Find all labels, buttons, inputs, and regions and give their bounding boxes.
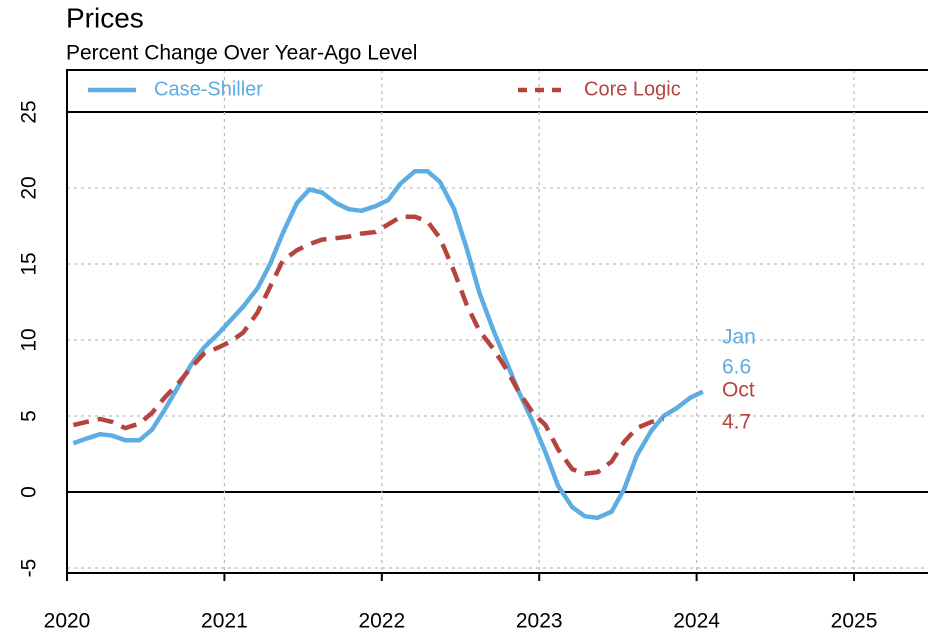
x-tick-label: 2021 [201,610,248,633]
y-tick-label: -5 [18,559,41,578]
chart-title: Prices [66,2,144,33]
y-tick-label: 15 [18,252,41,275]
chart-subtitle: Percent Change Over Year-Ago Level [66,42,417,65]
y-tick-label: 20 [18,176,41,199]
plot-frame [66,69,928,574]
x-tick-label: 2020 [44,610,91,633]
annotation: 6.6 [722,356,751,379]
series-line [72,214,665,476]
x-tick-label: 2022 [358,610,405,633]
x-tick-label: 2024 [673,610,720,633]
annotation: 4.7 [722,411,751,434]
annotation: Jan [722,326,756,349]
y-tick-label: 5 [18,410,41,422]
legend-label: Core Logic [584,78,681,100]
series-line [72,168,704,521]
legend-label: Case-Shiller [154,78,263,100]
annotation: Oct [722,379,755,402]
y-tick-label: 10 [18,328,41,351]
x-tick-label: 2023 [516,610,563,633]
x-tick-label: 2025 [831,610,878,633]
y-tick-label: 0 [18,486,41,498]
y-tick-label: 25 [18,100,41,123]
